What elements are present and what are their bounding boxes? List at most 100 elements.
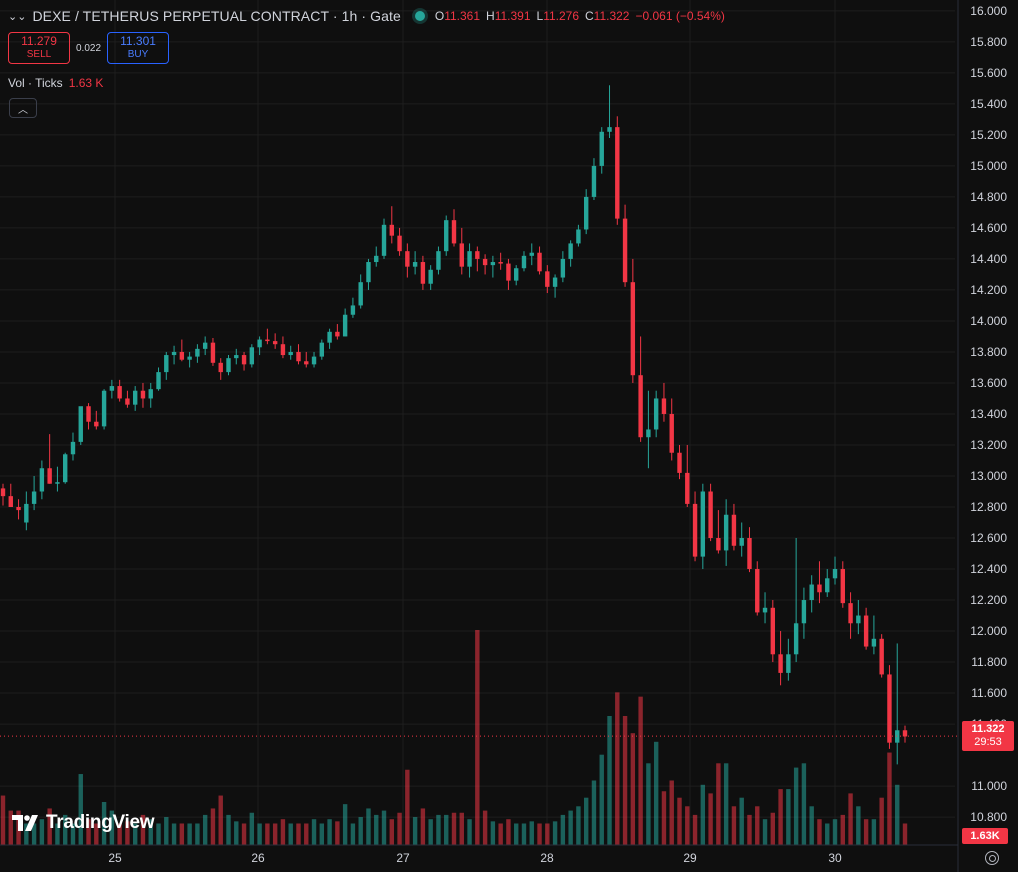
volume-bar: [568, 810, 573, 845]
volume-bar: [156, 823, 161, 845]
collapse-legend-button[interactable]: ︿: [9, 98, 37, 118]
candle-body: [529, 252, 534, 256]
candle-body: [148, 389, 153, 399]
y-tick-label: 14.600: [970, 221, 1007, 235]
y-tick-label: 15.200: [970, 128, 1007, 142]
volume-bar: [420, 808, 426, 845]
candle-body: [498, 262, 503, 264]
y-tick-label: 13.800: [970, 345, 1007, 359]
y-tick-label: 12.400: [970, 562, 1007, 576]
candle-body: [234, 355, 239, 359]
volume-bar: [234, 821, 239, 845]
buy-button[interactable]: 11.301 BUY: [107, 32, 170, 64]
candle-body: [249, 347, 255, 365]
candle-body: [840, 569, 845, 604]
candle-body: [778, 654, 783, 673]
volume-bar: [179, 823, 185, 845]
candle-body: [708, 491, 713, 539]
candle-body: [848, 603, 853, 624]
candle-body: [140, 390, 146, 399]
candle-body: [366, 262, 371, 283]
volume-bar: [436, 814, 441, 845]
candle-body: [428, 269, 433, 284]
candle-body: [63, 454, 68, 483]
volume-bar: [272, 823, 278, 845]
y-tick-label: 13.000: [970, 469, 1007, 483]
candle-body: [560, 258, 566, 278]
candle-body: [350, 305, 356, 315]
volume-bar: [731, 806, 737, 845]
volume-bar: [482, 810, 488, 845]
volume-bar: [296, 823, 301, 845]
volume-bar: [692, 814, 698, 845]
y-tick-label: 14.800: [970, 190, 1007, 204]
candle-body: [739, 538, 744, 546]
volume-bar: [677, 797, 682, 845]
y-tick-label: 14.000: [970, 314, 1007, 328]
candle-body: [444, 220, 449, 252]
sell-button[interactable]: 11.279 SELL: [8, 32, 70, 64]
candle-body: [179, 351, 185, 360]
candle-body: [809, 584, 814, 601]
candle-body: [389, 224, 394, 236]
candle-body: [475, 251, 480, 259]
candle-body: [109, 386, 115, 391]
volume-bar: [210, 808, 216, 845]
volume-bar: [599, 754, 604, 845]
y-tick-label: 15.600: [970, 66, 1007, 80]
volume-bar: [863, 819, 869, 845]
volume-bar: [475, 630, 480, 845]
volume-bar: [809, 806, 814, 845]
volume-bar: [350, 823, 356, 845]
symbol-header[interactable]: ⌄⌄ DEXE / TETHERUS PERPETUAL CONTRACT · …: [8, 6, 725, 26]
candle-body: [459, 243, 464, 267]
trade-panel: 11.279 SELL 0.022 11.301 BUY: [8, 32, 170, 64]
ohlc-readout: O11.361 H11.391 L11.276 C11.322 −0.061 (…: [435, 9, 725, 23]
x-tick-label: 25: [108, 851, 122, 865]
volume-bar: [498, 823, 503, 845]
y-tick-label: 15.000: [970, 159, 1007, 173]
candle-body: [265, 339, 270, 342]
candle-body: [747, 538, 752, 570]
tradingview-logo[interactable]: TradingView: [12, 812, 155, 834]
candle-body: [514, 268, 519, 281]
symbol-title[interactable]: DEXE / TETHERUS PERPETUAL CONTRACT · 1h …: [32, 8, 401, 24]
candle-body: [296, 351, 301, 362]
volume-bar: [0, 795, 6, 845]
candle-body: [630, 282, 636, 376]
volume-bar: [86, 819, 91, 845]
x-tick-label: 26: [251, 851, 265, 865]
volume-bar: [832, 819, 838, 845]
volume-bar: [8, 810, 13, 845]
candle-body: [599, 131, 604, 166]
volume-bar: [374, 814, 379, 845]
candle-body: [125, 398, 130, 405]
candle-body: [895, 730, 900, 743]
volume-bar: [24, 823, 29, 845]
candle-body: [692, 503, 698, 557]
gear-icon[interactable]: [985, 851, 999, 865]
volume-bar: [583, 797, 589, 845]
volume-bar: [902, 823, 908, 845]
candle-body: [86, 406, 91, 422]
volume-bar: [319, 823, 325, 845]
y-tick-label: 15.800: [970, 35, 1007, 49]
volume-bar: [529, 821, 534, 845]
candle-body: [451, 220, 457, 244]
double-chevron-down-icon[interactable]: ⌄⌄: [8, 10, 27, 23]
candle-body: [164, 355, 169, 373]
volume-bar: [226, 814, 231, 845]
candle-body: [615, 127, 620, 219]
candle-body: [335, 331, 340, 337]
y-tick-label: 11.600: [971, 686, 1007, 700]
volume-bar: [887, 752, 892, 845]
volume-legend[interactable]: Vol · Ticks 1.63 K: [8, 76, 103, 90]
candle-body: [607, 127, 612, 132]
volume-bar: [770, 812, 776, 845]
candle-body: [677, 452, 682, 473]
candle-body: [31, 491, 37, 504]
candle-body: [793, 623, 799, 655]
chevron-up-icon: ︿: [18, 104, 28, 116]
y-tick-label: 14.200: [970, 283, 1007, 297]
